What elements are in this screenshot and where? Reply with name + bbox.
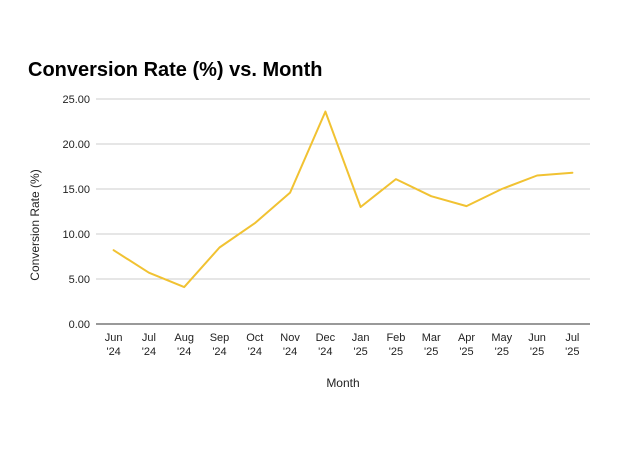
x-tick-label: Jan '25 — [352, 332, 370, 358]
y-axis-title: Conversion Rate (%) — [28, 169, 42, 280]
y-tick-label: 15.00 — [62, 184, 90, 196]
x-tick-label: Feb '25 — [386, 332, 405, 358]
chart-title: Conversion Rate (%) vs. Month — [28, 59, 322, 81]
x-tick-label: Mar '25 — [422, 332, 441, 358]
x-tick-label: Sep '24 — [210, 332, 230, 358]
x-tick-label: Aug '24 — [174, 332, 194, 358]
y-axis-ticks: 0.00 5.00 10.00 15.00 20.00 25.00 — [62, 94, 90, 331]
x-tick-label: Jun '25 — [528, 332, 546, 358]
x-tick-label: Jul '25 — [565, 332, 579, 358]
series-lines — [112, 110, 574, 289]
series-line — [112, 110, 574, 289]
y-tick-label: 20.00 — [62, 139, 90, 151]
y-tick-label: 0.00 — [69, 319, 90, 331]
x-tick-label: Oct '24 — [246, 332, 263, 358]
x-tick-label: Nov '24 — [280, 332, 300, 358]
x-tick-label: Jun '24 — [105, 332, 123, 358]
gridlines — [96, 98, 590, 325]
x-axis-title: Month — [326, 376, 359, 390]
y-tick-label: 25.00 — [62, 94, 90, 106]
x-tick-label: May '25 — [491, 332, 512, 358]
x-axis-ticks: Jun '24 Jul '24 Aug '24 Sep '24 Oct '24 Nov '24 Dec '… — [105, 332, 580, 358]
y-tick-label: 5.00 — [69, 274, 90, 286]
y-tick-label: 10.00 — [62, 229, 90, 241]
x-tick-label: Apr '25 — [458, 332, 475, 358]
x-tick-label: Jul '24 — [142, 332, 156, 358]
x-tick-label: Dec '24 — [316, 332, 336, 358]
